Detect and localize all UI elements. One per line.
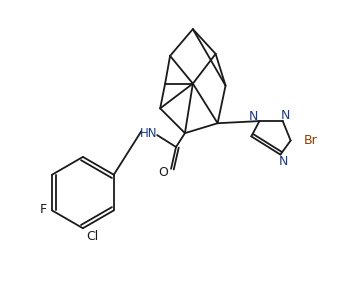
Text: N: N xyxy=(281,109,290,122)
Text: F: F xyxy=(40,203,47,216)
Text: HN: HN xyxy=(140,127,157,140)
Text: N: N xyxy=(249,110,258,123)
Text: O: O xyxy=(158,166,168,179)
Text: Cl: Cl xyxy=(87,230,99,243)
Text: Br: Br xyxy=(304,134,317,147)
Text: N: N xyxy=(279,155,288,168)
